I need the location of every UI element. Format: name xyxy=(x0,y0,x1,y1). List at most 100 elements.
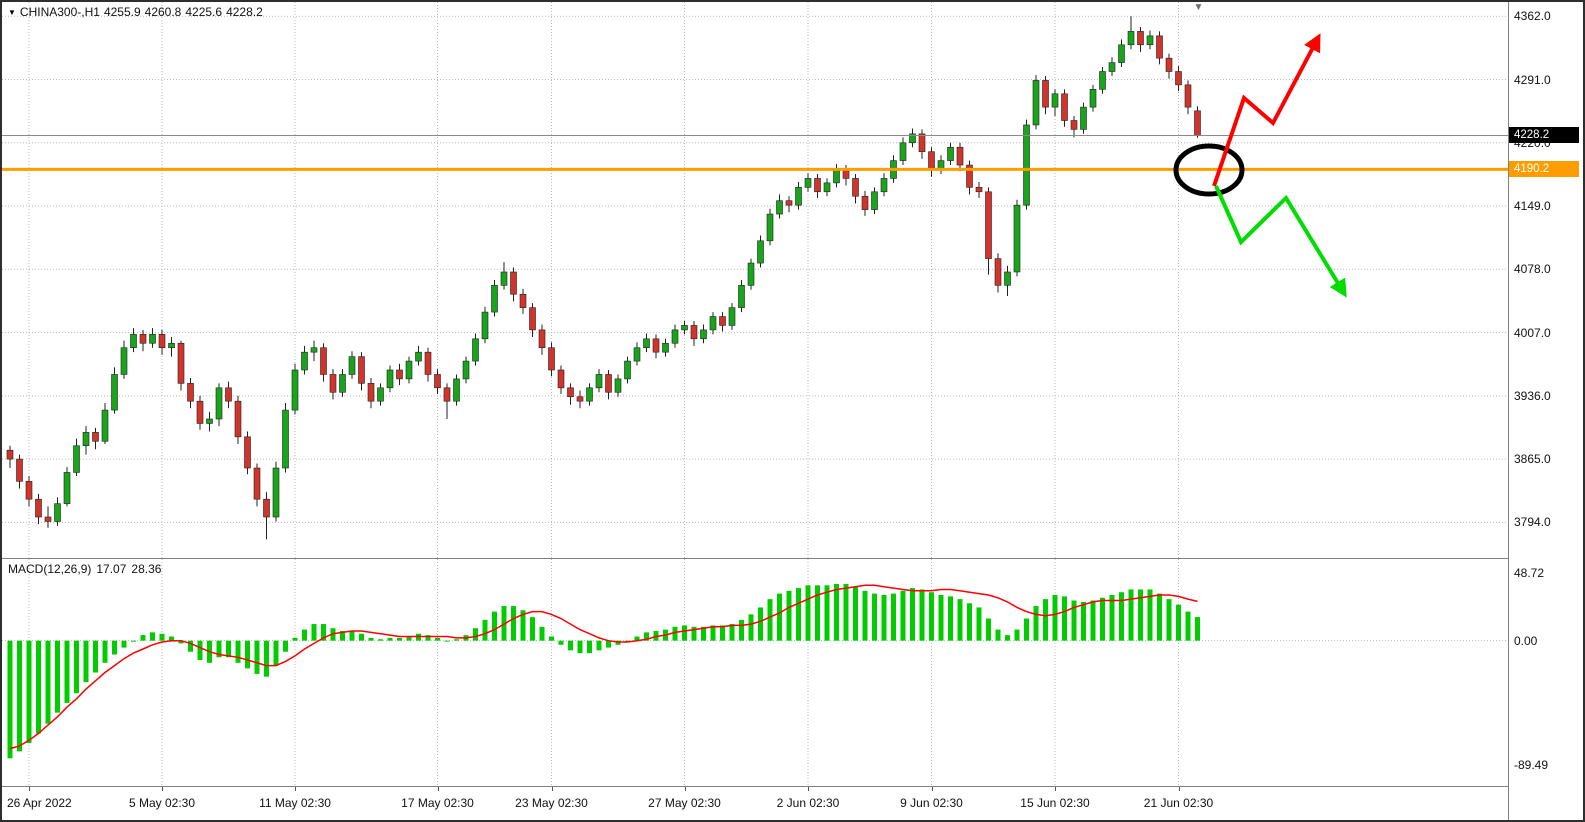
candle xyxy=(272,467,280,518)
macd-bar xyxy=(140,635,146,641)
candle xyxy=(871,191,878,210)
annotation-overlay[interactable] xyxy=(2,2,1508,558)
macd-bar xyxy=(102,640,108,663)
macd-chart xyxy=(2,559,1508,786)
macd-bar xyxy=(444,640,450,642)
candle xyxy=(291,369,299,411)
macd-bar xyxy=(1090,600,1096,641)
candle xyxy=(985,191,992,259)
macd-bar xyxy=(767,599,773,641)
macd-bar xyxy=(121,640,127,648)
candle xyxy=(728,307,736,326)
candle xyxy=(966,164,973,188)
candle xyxy=(358,356,365,384)
chart-header: ▼ CHINA300-,H1 4255.9 4260.8 4225.6 4228.2 xyxy=(8,5,267,19)
time-axis[interactable]: 26 Apr 2022 5 May 02:30 11 May 02:30 17 May… xyxy=(2,786,1508,820)
candle xyxy=(605,374,612,393)
candle xyxy=(1032,80,1040,126)
candle xyxy=(25,481,33,500)
bearish-zigzag-arrow[interactable] xyxy=(1214,185,1347,298)
macd-bar xyxy=(492,611,497,641)
candle xyxy=(377,387,384,402)
candle xyxy=(994,258,1002,286)
candle xyxy=(719,316,726,326)
candle xyxy=(814,178,821,193)
candle xyxy=(187,383,194,402)
candle xyxy=(947,146,954,161)
candle xyxy=(339,374,346,393)
candle xyxy=(633,347,641,362)
candle xyxy=(6,449,14,460)
price-scale-label: 4291.0 xyxy=(1514,72,1551,87)
macd-main-value: 17.07 xyxy=(96,562,127,576)
bullish-zigzag-arrow[interactable] xyxy=(1212,33,1321,187)
macd-bar xyxy=(995,629,1001,641)
candle xyxy=(529,307,536,331)
main-chart-pane[interactable]: ▼ CHINA300-,H1 4255.9 4260.8 4225.6 4228.2 ▼ xyxy=(2,2,1508,558)
macd-bar xyxy=(454,639,459,641)
macd-bar xyxy=(539,626,545,641)
macd-bar xyxy=(235,640,241,663)
candle xyxy=(538,329,546,349)
macd-indicator-pane[interactable]: MACD(12,26,9) 17.07 28.36 xyxy=(2,558,1508,786)
macd-bar xyxy=(1157,593,1162,641)
highlight-ellipse[interactable] xyxy=(1173,143,1245,197)
candle xyxy=(82,432,90,447)
candle xyxy=(101,409,109,442)
candle xyxy=(244,436,251,469)
candle xyxy=(956,146,964,166)
candle xyxy=(681,325,688,331)
candle xyxy=(1080,106,1087,130)
candle xyxy=(120,347,128,375)
macd-bar xyxy=(843,583,849,641)
candle xyxy=(16,458,23,482)
candle xyxy=(462,360,470,380)
candle xyxy=(434,374,441,389)
candle xyxy=(671,329,679,344)
time-axis-tick xyxy=(931,787,933,791)
macd-bar xyxy=(606,640,611,648)
macd-bar xyxy=(26,640,32,744)
macd-bar xyxy=(17,640,22,752)
macd-bar xyxy=(302,629,307,641)
candle xyxy=(301,351,308,371)
macd-bar xyxy=(321,624,326,641)
macd-bar xyxy=(748,614,754,641)
macd-bar xyxy=(254,640,260,674)
macd-bar xyxy=(112,640,117,655)
candle xyxy=(662,342,669,353)
macd-bar xyxy=(596,640,602,651)
macd-bar xyxy=(824,585,830,641)
macd-bar xyxy=(900,590,906,641)
price-scale[interactable]: 4228.2 4190.2 4362.04291.04220.04149.040… xyxy=(1508,2,1583,820)
candle xyxy=(348,356,356,375)
candle xyxy=(795,187,802,206)
time-axis-label: 5 May 02:30 xyxy=(128,796,196,810)
macd-bar xyxy=(1062,596,1067,641)
chart-shift-marker-icon[interactable]: ▼ xyxy=(1193,2,1204,13)
candle xyxy=(443,387,451,402)
candle xyxy=(1108,62,1116,72)
horizontal-gridlines xyxy=(2,15,1508,523)
macd-bar xyxy=(1014,629,1020,641)
candle xyxy=(519,293,527,308)
macd-bar xyxy=(1138,589,1143,641)
candle xyxy=(909,133,916,144)
candle xyxy=(35,498,42,518)
candle xyxy=(92,432,99,442)
candle xyxy=(738,285,745,308)
price-scale-label: 3865.0 xyxy=(1514,452,1551,467)
candle xyxy=(1061,93,1068,121)
candlestick-chart xyxy=(2,2,1508,558)
macd-bar xyxy=(796,588,801,641)
candle xyxy=(557,369,565,389)
candle xyxy=(63,472,71,504)
dropdown-triangle-icon[interactable]: ▼ xyxy=(8,8,16,18)
candle xyxy=(880,178,888,193)
macd-bar xyxy=(131,640,136,642)
candle xyxy=(747,262,755,286)
macd-bar xyxy=(701,626,706,641)
macd-bar xyxy=(378,639,383,641)
macd-bar xyxy=(435,637,440,641)
